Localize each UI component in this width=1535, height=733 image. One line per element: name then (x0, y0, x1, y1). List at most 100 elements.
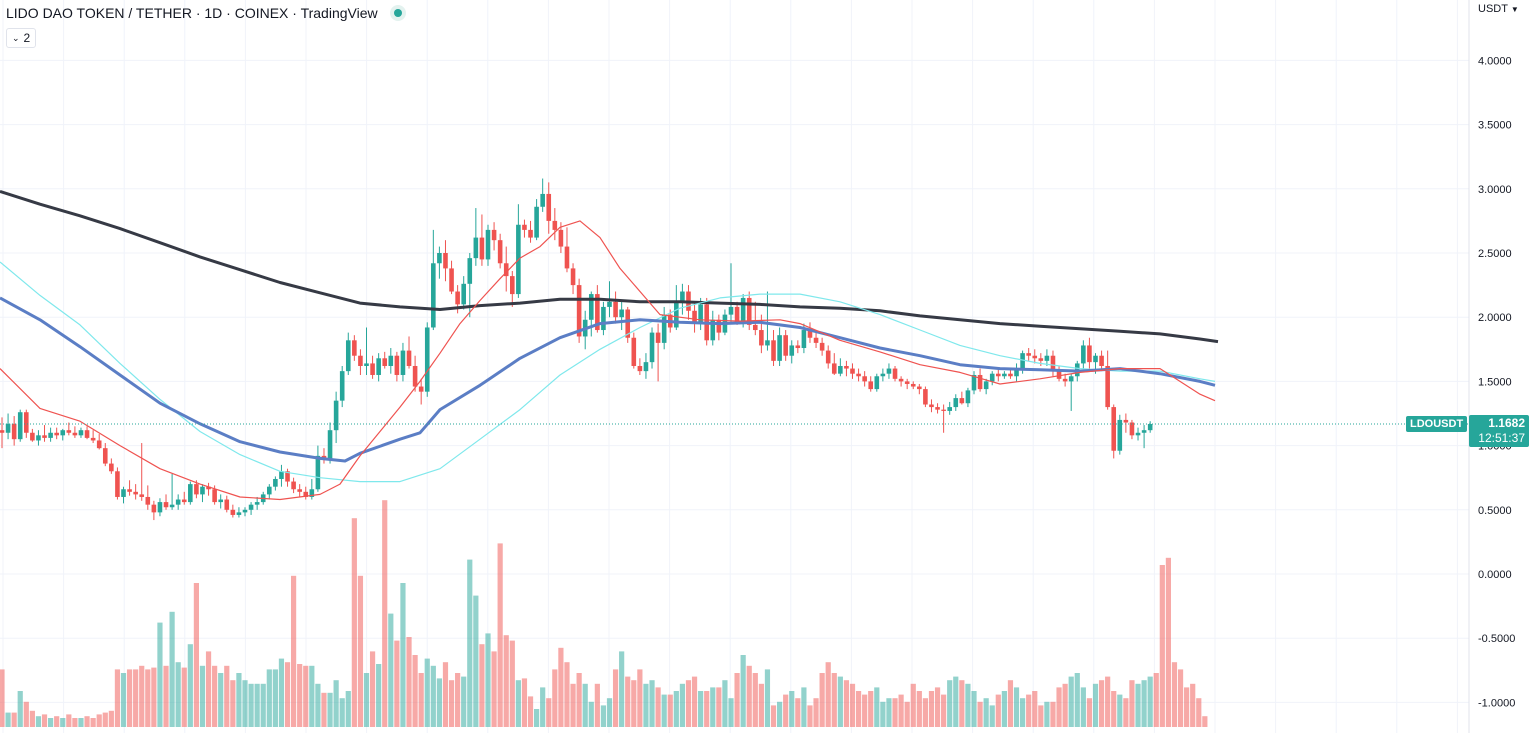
candle (285, 468, 290, 487)
candle-body (443, 253, 448, 269)
volume-bar (661, 694, 667, 727)
volume-bar (242, 680, 248, 727)
volume-bar (278, 658, 285, 727)
volume-bar (570, 683, 576, 727)
candle-body (734, 306, 740, 323)
ma-slow-line (0, 189, 1219, 344)
candle (643, 353, 649, 379)
candle (831, 353, 837, 375)
candle (996, 368, 1001, 382)
volume-bar (722, 680, 728, 727)
price-axis: 4.00003.50003.00002.50002.00001.50001.00… (1478, 55, 1515, 709)
candle-body (655, 332, 661, 343)
candle (279, 464, 284, 487)
volume-bar (534, 709, 540, 727)
candle-body (115, 471, 120, 497)
indicators-toggle-button[interactable]: ⌄ 2 (6, 28, 37, 48)
candle (394, 351, 400, 382)
candle (1147, 421, 1153, 433)
candle-body (813, 337, 819, 343)
candle-body (983, 381, 989, 390)
candle-body (491, 229, 497, 241)
candle (576, 278, 582, 343)
candle-body (382, 358, 388, 366)
candle (333, 391, 339, 444)
candle (1002, 371, 1007, 379)
candle (789, 340, 795, 364)
candle (516, 204, 521, 298)
candle (200, 484, 205, 503)
volume-bar (855, 691, 862, 727)
candle (5, 413, 11, 440)
volume-bar (1080, 687, 1086, 727)
candle-body (321, 455, 327, 459)
candle-body (273, 478, 278, 487)
volume-bar (187, 644, 193, 727)
candle-body (461, 283, 466, 305)
volume-bar (41, 714, 48, 727)
candle-body (17, 412, 23, 440)
candle (971, 371, 977, 395)
candle-body (935, 407, 940, 410)
candle-body (1020, 353, 1025, 369)
candle-body (674, 301, 679, 328)
candle (431, 229, 436, 331)
candle-body (121, 489, 126, 497)
volume-bar (339, 698, 345, 727)
candle-body (327, 430, 333, 459)
candle-body (716, 319, 722, 333)
candle-body (200, 486, 205, 495)
volume-bar (679, 683, 685, 727)
candle (783, 330, 788, 361)
price-tick-label: 4.0000 (1478, 55, 1512, 67)
candle (273, 476, 278, 491)
candle (406, 336, 412, 369)
volume-bar (1111, 691, 1117, 727)
volume-bar (424, 658, 430, 727)
candle (1099, 350, 1104, 372)
volume-bar (837, 676, 843, 727)
candle-body (84, 430, 90, 438)
volume-bar (1184, 687, 1190, 727)
volume-bar (1020, 698, 1026, 727)
candle (364, 327, 369, 375)
volume-bar (120, 673, 127, 727)
candle-body (297, 489, 302, 492)
volume-bar (303, 665, 309, 727)
candle-body (1068, 376, 1074, 382)
volume-bar (977, 701, 983, 727)
volume-bar (436, 678, 442, 727)
volume-bar (248, 683, 254, 727)
volume-bar (606, 698, 613, 727)
currency-selector[interactable]: USDT ▼ (1478, 3, 1519, 15)
volume-bar (29, 710, 35, 727)
candle (947, 401, 952, 415)
candle-body (424, 327, 430, 392)
volume-bar (1159, 565, 1165, 727)
candle-body (1056, 371, 1062, 379)
candle-body (72, 432, 78, 436)
volume-bar (710, 687, 716, 727)
volume-bar (527, 696, 534, 727)
volume-bar (254, 683, 260, 727)
candle-body (109, 463, 114, 472)
candle-body (862, 376, 867, 382)
candle (1111, 404, 1117, 459)
volume-bar (989, 705, 995, 727)
volume-bar (448, 680, 455, 727)
volume-bar (376, 664, 382, 727)
volume-bar (698, 691, 704, 727)
candle-body (929, 404, 934, 408)
volume-bar (327, 692, 333, 727)
volume-bar (825, 662, 831, 727)
price-tick-label: 3.5000 (1478, 120, 1512, 132)
volume-bar (795, 698, 801, 727)
candle (352, 335, 357, 361)
volume-bar (947, 680, 953, 727)
price-tick-label: 2.5000 (1478, 248, 1512, 260)
candle (485, 224, 491, 266)
volume-bar (619, 651, 625, 727)
candle-body (11, 423, 17, 440)
volume-bar (1202, 716, 1208, 727)
